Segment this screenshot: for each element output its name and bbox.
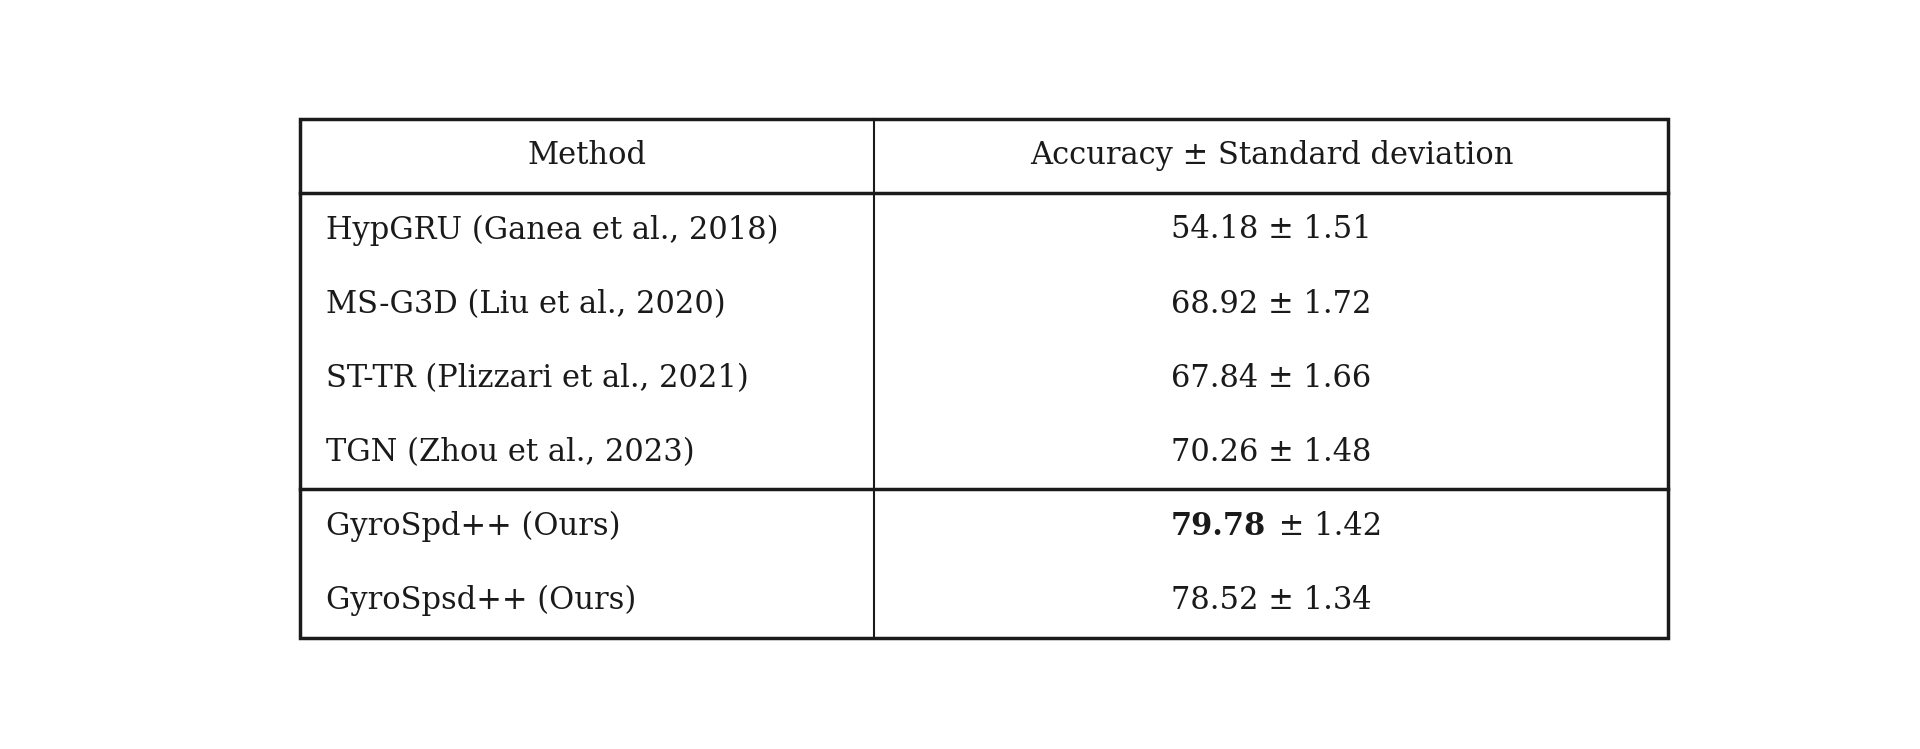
Text: GyroSpsd++ (Ours): GyroSpsd++ (Ours) <box>326 585 637 616</box>
Text: Method: Method <box>528 140 647 172</box>
Text: 54.18 ± 1.51: 54.18 ± 1.51 <box>1171 214 1373 246</box>
Text: 70.26 ± 1.48: 70.26 ± 1.48 <box>1171 437 1371 468</box>
Text: MS-G3D (Liu et al., 2020): MS-G3D (Liu et al., 2020) <box>326 288 726 320</box>
Text: 67.84 ± 1.66: 67.84 ± 1.66 <box>1171 363 1371 394</box>
Text: ST-TR (Plizzari et al., 2021): ST-TR (Plizzari et al., 2021) <box>326 363 749 394</box>
Text: TGN (Zhou et al., 2023): TGN (Zhou et al., 2023) <box>326 437 695 468</box>
Text: GyroSpd++ (Ours): GyroSpd++ (Ours) <box>326 511 620 542</box>
Text: 68.92 ± 1.72: 68.92 ± 1.72 <box>1171 288 1371 320</box>
Text: ± 1.42: ± 1.42 <box>1269 511 1382 542</box>
Text: HypGRU (Ganea et al., 2018): HypGRU (Ganea et al., 2018) <box>326 214 780 246</box>
Text: Accuracy ± Standard deviation: Accuracy ± Standard deviation <box>1029 140 1513 172</box>
Text: 78.52 ± 1.34: 78.52 ± 1.34 <box>1171 585 1371 616</box>
Text: 79.78: 79.78 <box>1171 511 1265 542</box>
